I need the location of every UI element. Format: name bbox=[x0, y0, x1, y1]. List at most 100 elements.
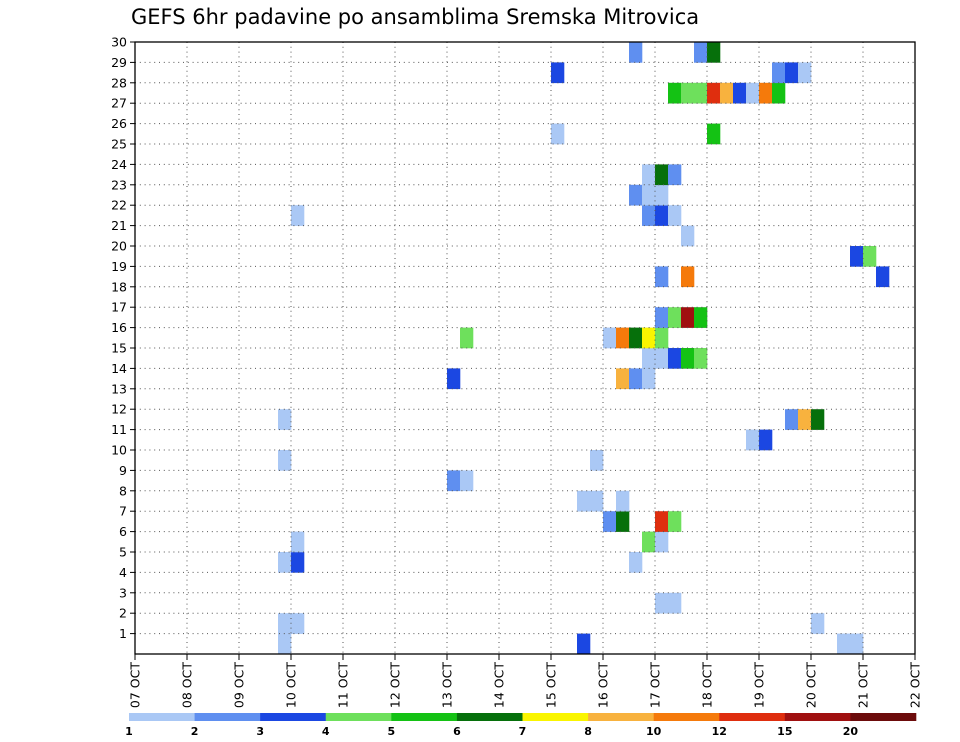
heatmap-cell bbox=[291, 531, 305, 553]
heatmap-cell bbox=[811, 409, 825, 430]
y-tick-label: 16 bbox=[111, 320, 127, 335]
heatmap-cell bbox=[759, 429, 773, 451]
colorbar-label: 6 bbox=[453, 725, 461, 738]
colorbar-swatch bbox=[391, 713, 458, 721]
colorbar-swatch bbox=[194, 713, 261, 721]
heatmap-cell bbox=[668, 82, 682, 104]
y-tick-label: 20 bbox=[111, 239, 127, 254]
x-tick-label: 07 OCT bbox=[128, 662, 143, 708]
y-tick-label: 26 bbox=[111, 116, 127, 131]
heatmap-cell bbox=[655, 592, 669, 614]
x-tick-label: 22 OCT bbox=[908, 662, 923, 708]
heatmap-cell bbox=[850, 633, 864, 655]
heatmap-cell bbox=[798, 62, 812, 84]
y-tick-label: 14 bbox=[111, 361, 127, 376]
colorbar-swatch bbox=[850, 713, 917, 721]
heatmap-cell bbox=[629, 327, 643, 349]
y-tick-label: 4 bbox=[119, 565, 127, 580]
heatmap-cell bbox=[291, 613, 305, 634]
y-tick-label: 15 bbox=[111, 341, 127, 356]
x-tick-label: 13 OCT bbox=[440, 662, 455, 708]
colorbar-label: 10 bbox=[646, 725, 662, 738]
heatmap-cell bbox=[707, 82, 721, 104]
heatmap-cell bbox=[616, 327, 630, 349]
y-tick-label: 24 bbox=[111, 157, 127, 172]
y-tick-label: 13 bbox=[111, 381, 127, 396]
heatmap-cell bbox=[655, 164, 669, 186]
colorbar-swatch bbox=[129, 713, 195, 721]
heatmap-cell bbox=[629, 184, 643, 206]
x-tick-label: 08 OCT bbox=[180, 662, 195, 708]
heatmap-cell bbox=[577, 633, 591, 655]
heatmap-cell bbox=[551, 123, 565, 145]
heatmap-cell bbox=[681, 266, 695, 288]
x-tick-label: 09 OCT bbox=[232, 662, 247, 708]
heatmap-cell bbox=[707, 42, 721, 63]
colorbar-label: 1 bbox=[125, 725, 133, 738]
x-tick-label: 15 OCT bbox=[544, 662, 559, 708]
y-tick-label: 11 bbox=[111, 422, 127, 437]
heatmap-cell bbox=[850, 246, 864, 267]
colorbar-label: 20 bbox=[843, 725, 859, 738]
heatmap-cell bbox=[655, 266, 669, 288]
heatmap-cell bbox=[278, 450, 292, 471]
heatmap-cell bbox=[460, 327, 474, 349]
y-axis: 1234567891011121314151617181920212223242… bbox=[111, 35, 135, 641]
heatmap-cell bbox=[616, 490, 630, 512]
heatmap-cell bbox=[655, 511, 669, 532]
y-tick-label: 25 bbox=[111, 137, 127, 152]
heatmap-cell bbox=[642, 531, 656, 553]
y-tick-label: 12 bbox=[111, 402, 127, 417]
colorbar-label: 12 bbox=[712, 725, 727, 738]
y-tick-label: 28 bbox=[111, 75, 127, 90]
heatmap-cell bbox=[681, 348, 695, 369]
x-tick-label: 17 OCT bbox=[648, 662, 663, 708]
x-tick-label: 18 OCT bbox=[700, 662, 715, 708]
y-tick-label: 10 bbox=[111, 443, 127, 458]
heatmap-cell bbox=[291, 552, 305, 573]
heatmap-cell bbox=[681, 307, 695, 328]
heatmap-cell bbox=[616, 368, 630, 390]
x-axis: 07 OCT 08 OCT 09 OCT 10 OCT 11 OCT 12 OCT 13 O… bbox=[128, 654, 923, 708]
heatmap-cell bbox=[447, 368, 461, 390]
y-tick-label: 19 bbox=[111, 259, 127, 274]
heatmap-cell bbox=[668, 348, 682, 369]
heatmap-cell bbox=[746, 82, 760, 104]
colorbar-label: 7 bbox=[519, 725, 527, 738]
heatmap-cell bbox=[668, 511, 682, 532]
x-tick-label: 21 OCT bbox=[856, 662, 871, 708]
colorbar-label: 2 bbox=[191, 725, 199, 738]
heatmap-cell bbox=[590, 450, 604, 471]
heatmap-cell bbox=[655, 327, 669, 349]
heatmap-cell bbox=[629, 552, 643, 573]
colorbar: 1 2 3 4 5 6 7 8 10 12 15 20 bbox=[125, 713, 917, 738]
y-tick-label: 30 bbox=[111, 35, 127, 50]
y-tick-label: 29 bbox=[111, 55, 127, 70]
heatmap-cell bbox=[642, 205, 656, 226]
y-tick-label: 5 bbox=[119, 545, 127, 560]
heatmap-cell bbox=[447, 470, 461, 492]
heatmap-cell bbox=[681, 225, 695, 247]
heatmap-cell bbox=[629, 368, 643, 390]
heatmap-cell bbox=[291, 205, 305, 226]
y-tick-label: 7 bbox=[119, 504, 127, 519]
heatmap-cell bbox=[772, 62, 786, 84]
grid-lines bbox=[135, 42, 915, 654]
x-tick-label: 11 OCT bbox=[336, 662, 351, 708]
heatmap-cell bbox=[642, 348, 656, 369]
heatmap-cell bbox=[655, 205, 669, 226]
heatmap-cell bbox=[733, 82, 747, 104]
heatmap-cell bbox=[278, 633, 292, 655]
heatmap-cell bbox=[785, 62, 799, 84]
heatmap-cell bbox=[876, 266, 890, 288]
heatmap-cell bbox=[278, 613, 292, 634]
y-tick-label: 21 bbox=[111, 218, 127, 233]
x-tick-label: 19 OCT bbox=[752, 662, 767, 708]
x-tick-label: 12 OCT bbox=[388, 662, 403, 708]
colorbar-label: 3 bbox=[256, 725, 264, 738]
y-tick-label: 2 bbox=[119, 606, 127, 621]
heatmap-cell bbox=[642, 327, 656, 349]
y-tick-label: 27 bbox=[111, 96, 127, 111]
heatmap-cell bbox=[837, 633, 851, 655]
